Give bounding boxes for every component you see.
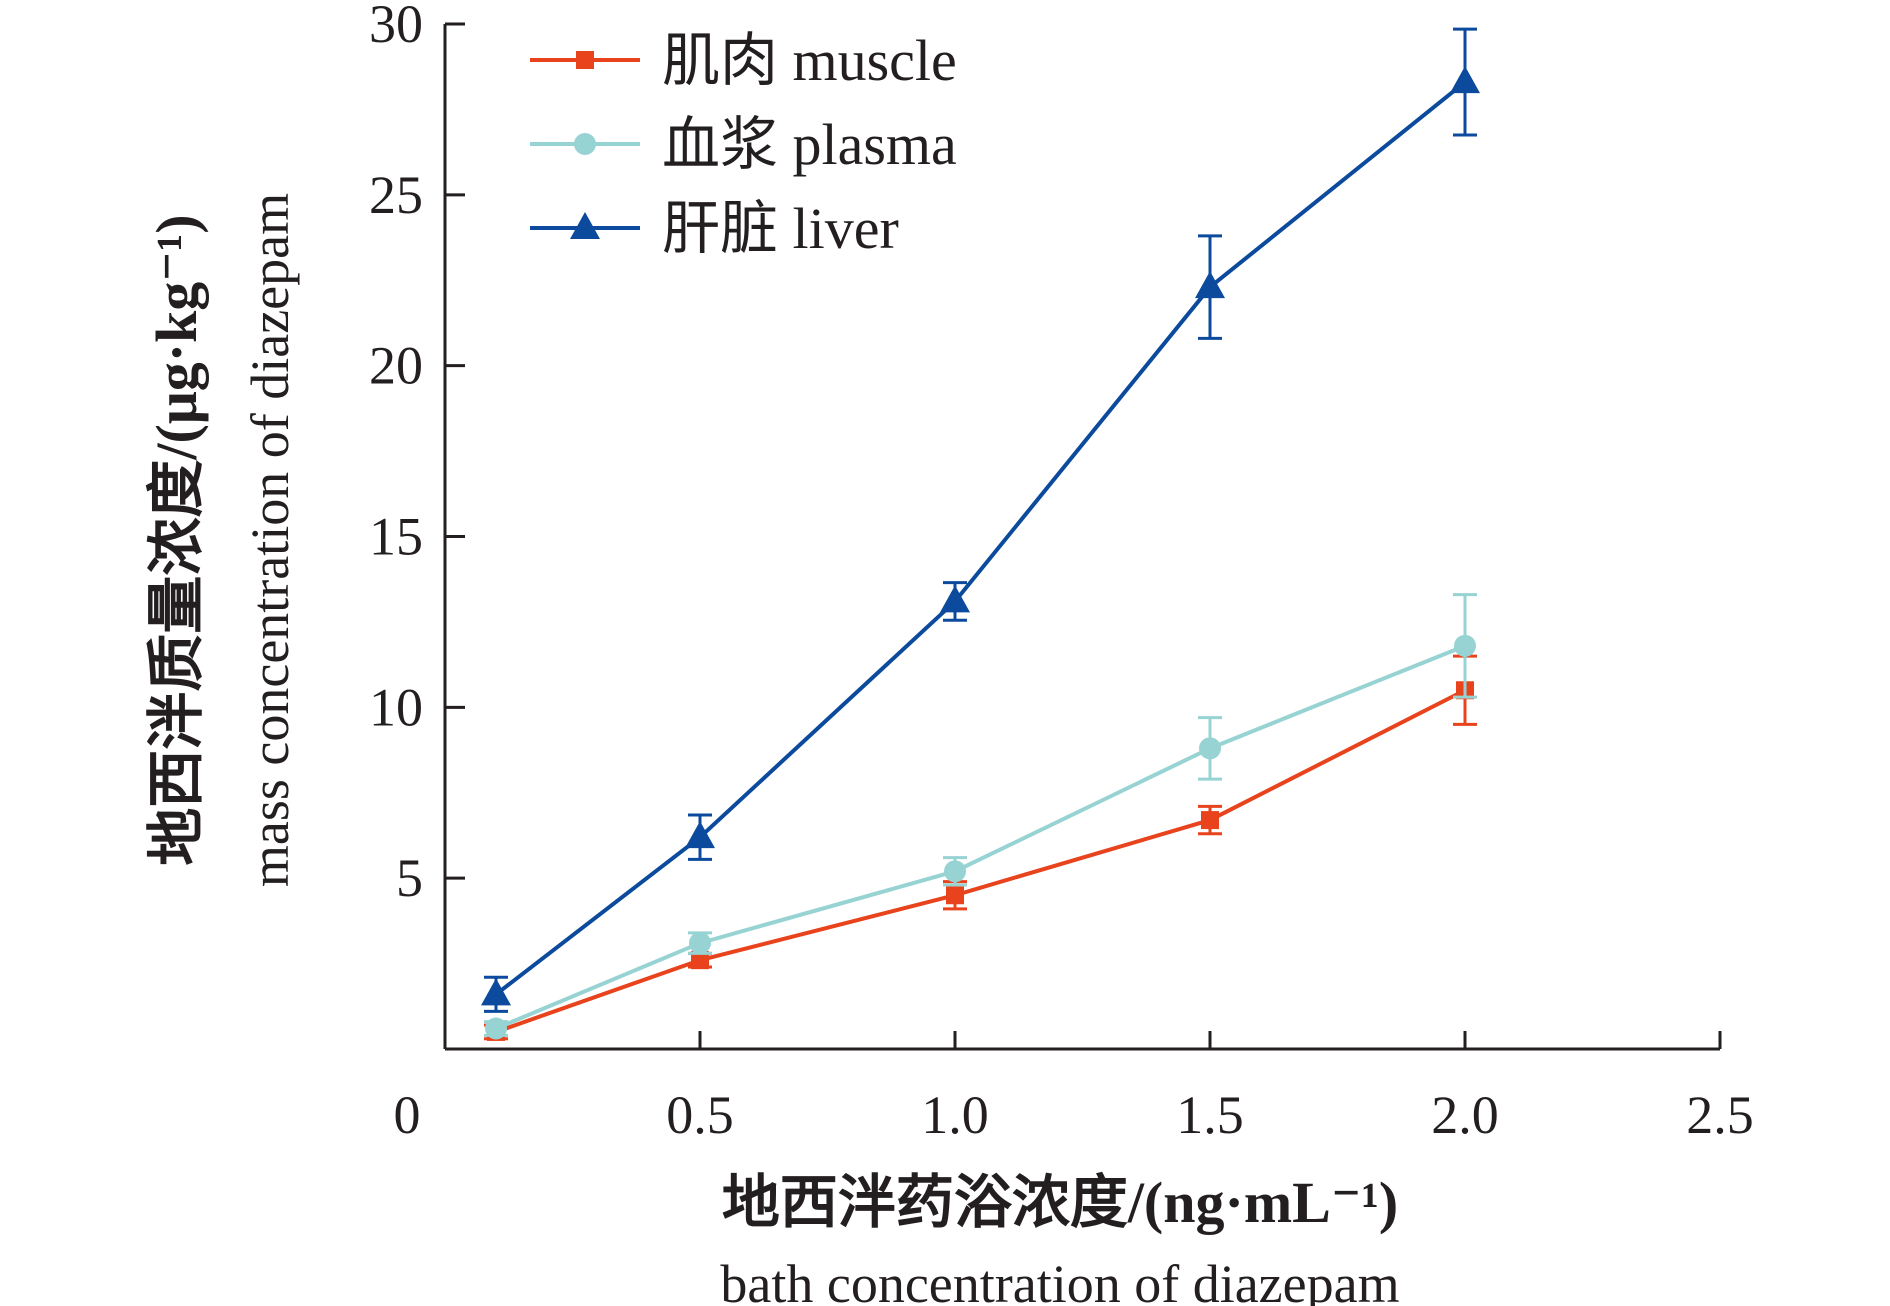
x-axis-label: 地西泮药浴浓度/(ng·mL⁻¹) [722,1170,1398,1235]
data-point [481,978,511,1006]
axes: 0 0.5 1.0 1.5 2.0 2.5 5 10 15 20 25 30 [369,0,1754,1145]
y-axis-label-en: mass concentration of diazepam [240,193,300,887]
x-origin-label: 0 [394,1085,421,1145]
x-tick-label: 2.0 [1431,1085,1499,1145]
x-tick-label: 0.5 [666,1085,734,1145]
y-tick-label: 20 [369,336,423,396]
data-point [691,951,709,970]
x-tick-label: 1.5 [1176,1085,1244,1145]
series-line [495,643,1466,1031]
legend-label: 肝脏 liver [662,196,899,261]
y-axis-label: 地西泮质量浓度/(μg·kg⁻¹) [144,214,209,865]
y-tick-label: 30 [369,0,423,54]
legend: 肌肉 muscle 血浆 plasma 肝脏 liver [530,28,957,261]
legend-marker [574,133,596,155]
x-axis-label-en: bath concentration of diazepam [720,1254,1399,1306]
series-group [481,27,1480,1041]
y-tick-label: 15 [369,507,423,567]
y-tick-label: 10 [369,677,423,737]
legend-marker [576,51,594,69]
x-tick-label: 2.5 [1686,1085,1754,1145]
data-point [946,886,964,905]
y-tick-label: 5 [396,848,423,908]
data-point [1454,634,1476,657]
legend-label: 肌肉 muscle [662,28,957,93]
data-point [940,585,970,613]
data-point [689,932,711,955]
y-tick-label: 25 [369,165,423,225]
data-point [1201,811,1219,830]
x-tick-label: 1.0 [921,1085,989,1145]
data-point [685,821,715,849]
data-point [944,860,966,883]
legend-label: 血浆 plasma [662,112,957,177]
data-point [1199,737,1221,760]
legend-marker [570,212,600,239]
data-point [1195,271,1225,299]
series-2 [481,27,1480,1013]
series-1 [484,593,1477,1040]
data-point [485,1017,507,1040]
data-point [1450,66,1480,94]
series-0 [484,654,1477,1041]
